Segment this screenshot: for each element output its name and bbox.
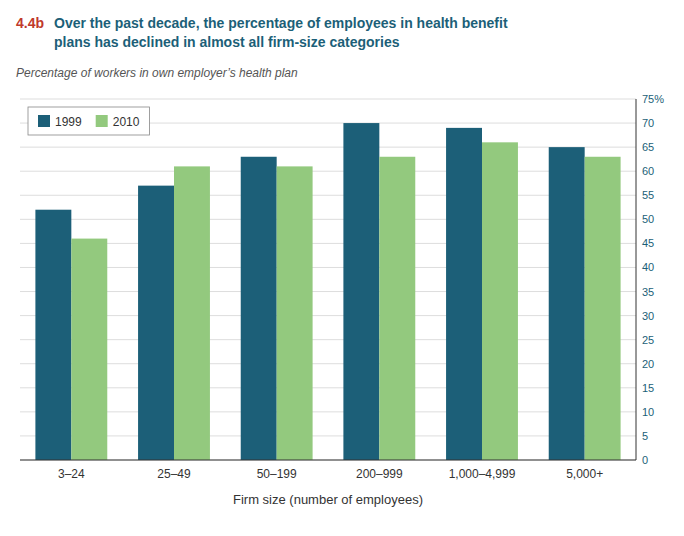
y-tick-label: 45 [642,237,654,249]
x-tick-label: 200–999 [356,467,403,481]
bar [482,142,518,460]
legend-label: 1999 [55,115,82,129]
bar [379,157,415,460]
grid-line [20,363,636,364]
bar [277,166,313,460]
subtitle: Percentage of workers in own employer’s … [16,66,298,80]
legend-swatch [96,115,108,127]
y-tick-label: 55 [642,189,654,201]
legend-label: 2010 [113,115,140,129]
grid-line [20,219,636,220]
y-tick-label: 25 [642,334,654,346]
y-tick-label: 40 [642,261,654,273]
x-axis-line [20,460,636,461]
bar [343,123,379,460]
y-tick-label: 0 [642,454,648,466]
y-tick-label: 60 [642,165,654,177]
bar [585,157,621,460]
grid-line [20,339,636,340]
bar [549,147,585,460]
bar [71,239,107,460]
legend: 1999 2010 [28,107,149,135]
plot-area [20,99,636,460]
y-tick-label: 70 [642,117,654,129]
title-number: 4.4b [16,15,44,31]
x-tick-label: 3–24 [58,467,85,481]
grid-line [20,99,636,100]
bar [241,157,277,460]
y-tick-label: 5 [642,430,648,442]
x-tick-label: 25–49 [157,467,191,481]
x-tick-label: 1,000–4,999 [449,467,516,481]
y-tick-label: 30 [642,310,654,322]
y-axis-line [636,99,637,460]
title: Over the past decade, the percentage of … [54,15,508,50]
grid-line [20,411,636,412]
x-tick-label: 50–199 [257,467,297,481]
grid-line [20,147,636,148]
y-tick-label: 20 [642,358,654,370]
bar [138,186,174,460]
y-tick-label: 50 [642,213,654,225]
grid-line [20,171,636,172]
y-tick-label: 35 [642,286,654,298]
grid-line [20,267,636,268]
legend-swatch [38,115,50,127]
bars [35,123,620,460]
bar [174,166,210,460]
grid-line [20,460,636,461]
x-axis-label: Firm size (number of employees) [233,492,423,507]
grid-line [20,195,636,196]
bar [35,210,71,460]
y-tick-label: 10 [642,406,654,418]
y-tick-label: 15 [642,382,654,394]
grid-line [20,435,636,436]
y-tick-label: 75% [642,93,664,105]
grid-line [20,387,636,388]
legend-frame [28,107,149,135]
bar [446,128,482,460]
grid-line [20,243,636,244]
grid-line [20,291,636,292]
x-tick-label: 5,000+ [566,467,603,481]
chart: 4.4b Over the past decade, the percentage… [0,0,684,536]
y-tick-label: 65 [642,141,654,153]
grid-line [20,315,636,316]
